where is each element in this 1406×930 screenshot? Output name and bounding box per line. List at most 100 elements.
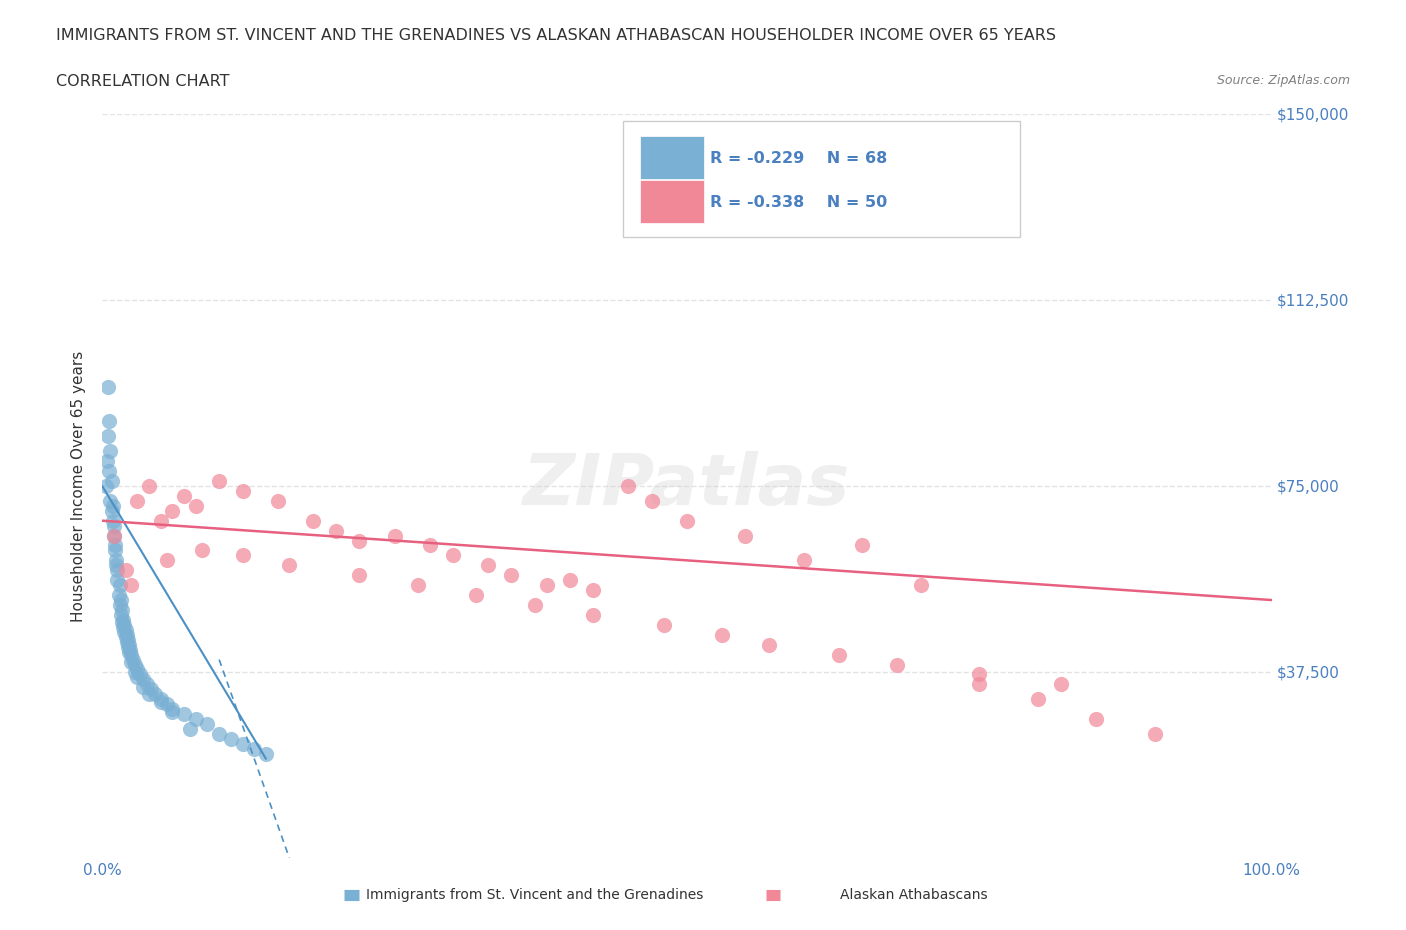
Point [127, 670, 149, 684]
Point [641, 494, 664, 509]
Point [173, 488, 195, 503]
Point [197, 717, 219, 732]
Point [179, 722, 201, 737]
Point [103, 528, 125, 543]
Point [107, 573, 129, 588]
Point [112, 618, 135, 632]
Point [1050, 677, 1073, 692]
Point [135, 677, 157, 692]
Y-axis label: Householder Income Over 65 years: Householder Income Over 65 years [72, 351, 86, 621]
Point [582, 607, 605, 622]
Point [325, 524, 347, 538]
Point [120, 655, 142, 670]
Point [118, 637, 141, 652]
Point [676, 513, 699, 528]
Text: Alaskan Athabascans: Alaskan Athabascans [841, 888, 987, 902]
Point [108, 598, 131, 613]
Point [149, 692, 172, 707]
Point [793, 553, 815, 568]
Point [149, 695, 172, 710]
Point [710, 628, 733, 643]
Point [104, 543, 127, 558]
Point [118, 644, 141, 659]
Point [184, 711, 207, 726]
Point [101, 513, 124, 528]
Point [128, 667, 150, 682]
Point [138, 687, 160, 702]
Point [104, 538, 127, 553]
Point [111, 603, 134, 618]
Point [441, 548, 464, 563]
Point [536, 578, 558, 592]
Point [149, 513, 172, 528]
Point [110, 607, 132, 622]
Point [758, 637, 780, 652]
Point [114, 630, 136, 644]
Point [94, 479, 117, 494]
Text: Source: ZipAtlas.com: Source: ZipAtlas.com [1216, 74, 1350, 87]
Point [105, 558, 128, 573]
Point [105, 553, 128, 568]
Point [173, 707, 195, 722]
Point [967, 677, 990, 692]
Point [190, 543, 212, 558]
Point [162, 704, 184, 719]
Point [232, 737, 254, 751]
Point [112, 620, 135, 635]
Point [117, 632, 139, 647]
Point [232, 548, 254, 563]
Point [1026, 692, 1049, 707]
Text: CORRELATION CHART: CORRELATION CHART [56, 74, 229, 89]
Point [910, 578, 932, 592]
FancyBboxPatch shape [623, 122, 1021, 237]
Point [617, 479, 640, 494]
Point [143, 687, 166, 702]
Point [501, 568, 523, 583]
Point [115, 628, 138, 643]
Point [349, 568, 371, 583]
Point [652, 618, 675, 632]
Point [120, 643, 142, 658]
Point [100, 494, 122, 509]
Point [138, 479, 160, 494]
Point [127, 494, 149, 509]
Point [243, 741, 266, 756]
Text: R = -0.338    N = 50: R = -0.338 N = 50 [710, 195, 887, 210]
Text: R = -0.229    N = 68: R = -0.229 N = 68 [710, 152, 887, 166]
Point [132, 672, 155, 687]
Point [111, 615, 134, 630]
Point [828, 647, 851, 662]
Point [114, 563, 136, 578]
Point [127, 662, 149, 677]
Point [734, 528, 756, 543]
Point [107, 588, 129, 603]
Point [141, 682, 163, 697]
Point [851, 538, 873, 553]
FancyBboxPatch shape [640, 180, 704, 223]
Point [120, 578, 142, 592]
Point [107, 563, 129, 578]
Point [100, 473, 122, 488]
Point [155, 697, 177, 711]
Point [208, 473, 231, 488]
Point [100, 503, 122, 518]
Point [465, 588, 488, 603]
Point [162, 702, 184, 717]
Point [349, 533, 371, 548]
Point [132, 680, 155, 695]
Point [124, 665, 146, 680]
Point [110, 592, 132, 607]
Point [103, 518, 125, 533]
Point [184, 498, 207, 513]
Point [1143, 726, 1166, 741]
Point [124, 658, 146, 672]
Point [301, 513, 323, 528]
Point [254, 747, 277, 762]
Point [558, 573, 581, 588]
Text: Immigrants from St. Vincent and the Grenadines: Immigrants from St. Vincent and the Gren… [366, 888, 703, 902]
Point [103, 528, 125, 543]
Point [886, 658, 908, 672]
Point [384, 528, 406, 543]
Point [162, 503, 184, 518]
Point [120, 647, 142, 662]
